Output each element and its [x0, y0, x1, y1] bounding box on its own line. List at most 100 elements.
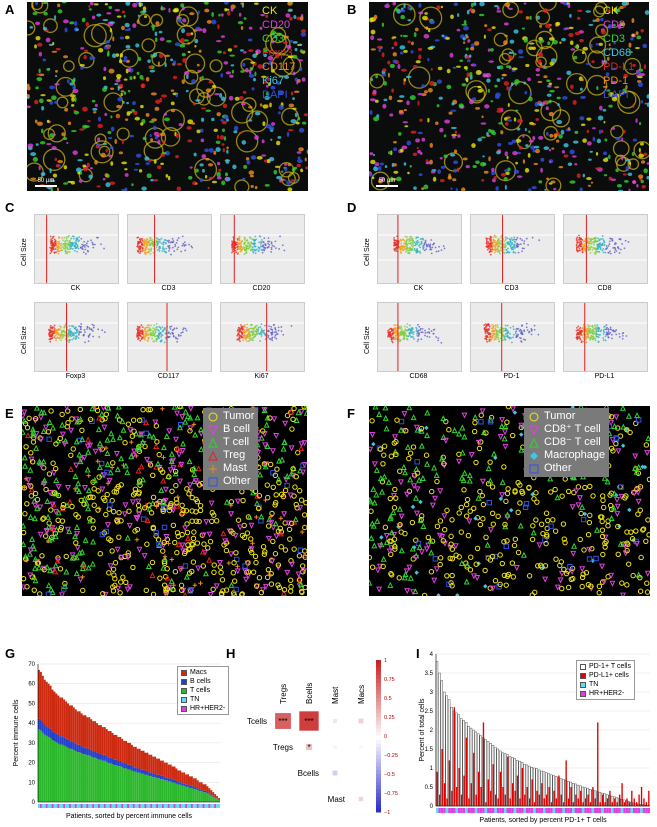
flow-event [627, 241, 630, 243]
stained-nucleus [116, 15, 122, 18]
stained-nucleus [300, 32, 307, 37]
cell-marker [272, 502, 278, 508]
stained-nucleus [443, 154, 448, 159]
flow-event [260, 241, 263, 244]
flow-event [74, 328, 77, 331]
flow-event [160, 237, 163, 240]
flow-event [437, 250, 440, 253]
flow-event [168, 246, 171, 249]
stained-nucleus [194, 44, 197, 48]
stained-nucleus [195, 99, 201, 102]
stained-nucleus [223, 114, 229, 120]
flow-event [519, 328, 522, 331]
stained-nucleus [640, 28, 644, 33]
flow-event [70, 245, 72, 248]
cell-marker [85, 505, 92, 512]
flow-event [65, 250, 67, 253]
flow-event [606, 331, 609, 334]
cell-marker [116, 509, 122, 516]
cell-marker [46, 418, 53, 425]
flow-event [598, 333, 601, 336]
cell-marker [40, 481, 48, 488]
stained-nucleus [507, 103, 510, 107]
stained-nucleus [529, 91, 533, 97]
flow-event [181, 244, 184, 247]
stained-nucleus [470, 2, 474, 8]
stained-nucleus [437, 66, 443, 71]
cell-marker [248, 536, 254, 542]
stained-nucleus [46, 119, 50, 123]
stained-nucleus [419, 118, 423, 122]
stained-nucleus [556, 96, 561, 100]
flow-event [427, 243, 430, 246]
stained-nucleus [256, 155, 263, 160]
stained-nucleus [185, 32, 192, 37]
tumor-cell-ring [137, 13, 151, 27]
stained-nucleus [74, 21, 78, 27]
cell-marker [272, 472, 279, 479]
cell-marker [291, 546, 297, 552]
flow-plot-ki67 [220, 302, 305, 372]
stained-nucleus [110, 115, 113, 119]
stained-nucleus [250, 155, 257, 160]
flow-event [152, 329, 155, 332]
stained-nucleus [491, 26, 496, 29]
flow-event [494, 338, 497, 341]
stained-nucleus [508, 55, 513, 60]
cell-marker [174, 500, 180, 506]
stained-nucleus [524, 91, 528, 95]
flow-event [428, 336, 431, 338]
flow-event [103, 331, 106, 334]
cell-marker [172, 436, 179, 443]
cell-marker [80, 587, 86, 594]
stained-nucleus [157, 165, 162, 170]
flow-event [52, 235, 55, 238]
cell-marker [135, 498, 142, 505]
flow-event [491, 334, 493, 337]
cell-marker [265, 535, 272, 542]
stained-nucleus [134, 116, 141, 121]
flow-event [55, 331, 58, 334]
tumor-cell-ring [535, 10, 551, 25]
stained-nucleus [80, 66, 84, 70]
stained-nucleus [42, 2, 48, 5]
flow-event [92, 335, 95, 338]
stained-nucleus [619, 22, 626, 27]
flow-event [235, 251, 238, 254]
stained-nucleus [276, 81, 281, 85]
flow-event [177, 237, 180, 239]
stained-nucleus [291, 91, 294, 96]
stained-nucleus [587, 158, 592, 161]
stained-nucleus [46, 99, 52, 102]
cell-marker [258, 589, 265, 596]
stained-nucleus [418, 3, 422, 8]
stained-nucleus [104, 173, 109, 178]
stained-nucleus [624, 180, 629, 183]
stained-nucleus [571, 155, 577, 158]
stained-nucleus [546, 177, 550, 181]
cell-marker [191, 529, 197, 535]
cell-marker [85, 436, 92, 443]
stained-nucleus [185, 89, 189, 93]
cell-marker [161, 524, 168, 531]
stained-nucleus [369, 110, 373, 115]
cell-marker [289, 426, 295, 432]
cell-marker [161, 555, 168, 562]
stained-nucleus [508, 7, 513, 10]
stained-nucleus [549, 28, 552, 33]
flow-event [50, 244, 53, 247]
stained-nucleus [261, 75, 267, 79]
flow-event [241, 328, 244, 330]
flow-event [53, 251, 56, 254]
stained-nucleus [63, 165, 68, 170]
flow-event [246, 333, 249, 336]
stained-nucleus [463, 66, 468, 70]
flow-event [75, 335, 78, 337]
stained-nucleus [445, 36, 450, 40]
cell-marker [153, 463, 160, 470]
cell-marker [53, 477, 60, 484]
flow-event [405, 334, 408, 337]
flow-event [139, 252, 141, 254]
flow-event [55, 251, 57, 254]
cell-marker [288, 583, 294, 590]
